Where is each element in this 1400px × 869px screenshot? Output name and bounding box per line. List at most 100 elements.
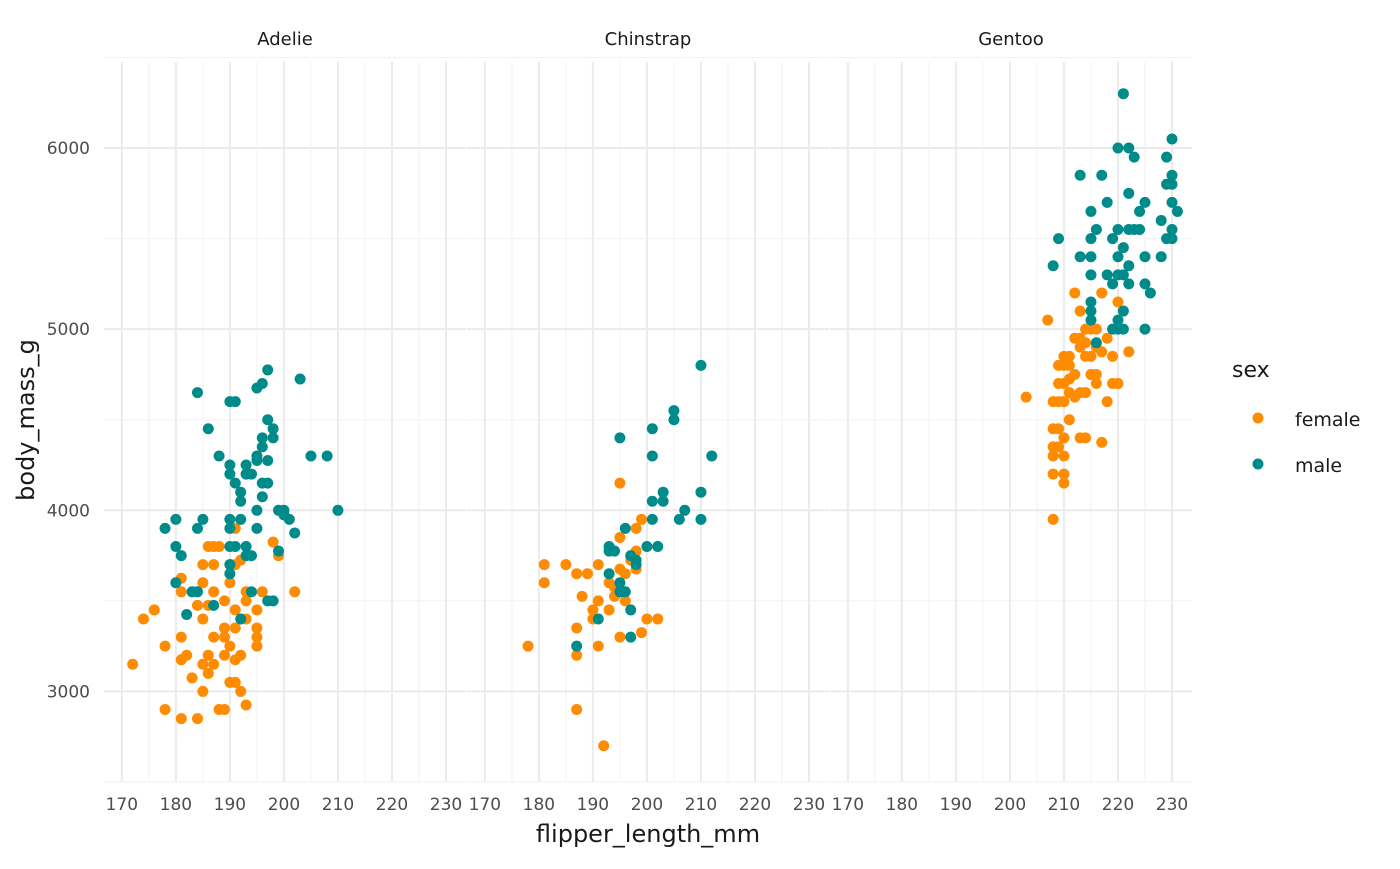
x-tick-label: 200 <box>994 795 1026 815</box>
data-point-female <box>1074 341 1086 353</box>
data-point-female <box>636 627 648 639</box>
data-point-male <box>641 541 653 553</box>
data-point-female <box>1047 513 1059 525</box>
data-point-male <box>175 550 187 562</box>
data-point-female <box>240 595 252 607</box>
x-tick-label: 230 <box>793 795 825 815</box>
data-point-male <box>1123 260 1135 272</box>
data-point-female <box>1101 332 1113 344</box>
data-point-female <box>636 513 648 525</box>
data-point-female <box>598 740 610 752</box>
data-point-male <box>159 522 171 534</box>
x-tick-label: 230 <box>430 795 462 815</box>
data-point-male <box>652 541 664 553</box>
data-point-male <box>673 513 685 525</box>
data-point-male <box>224 559 236 571</box>
data-point-male <box>646 450 658 462</box>
data-point-male <box>262 454 274 466</box>
data-point-female <box>229 604 241 616</box>
data-point-female <box>538 559 550 571</box>
data-point-female <box>197 685 209 697</box>
data-point-female <box>224 640 236 652</box>
data-point-female <box>137 613 149 625</box>
facet-panel-adelie: Adelie 170 180 190 200 210 220 230 <box>104 29 466 815</box>
data-point-male <box>668 414 680 426</box>
data-point-female <box>1096 287 1108 299</box>
data-point-female <box>592 559 604 571</box>
data-point-male <box>695 486 707 498</box>
data-point-male <box>289 527 301 539</box>
data-point-female <box>538 577 550 589</box>
data-point-male <box>657 495 669 507</box>
data-point-female <box>619 568 631 580</box>
facet-strip-title: Adelie <box>257 29 313 50</box>
y-axis-label: body_mass_g <box>12 339 40 501</box>
data-point-male <box>1161 178 1173 190</box>
data-point-female <box>202 667 214 679</box>
data-point-male <box>1107 233 1119 245</box>
x-tick-label: 180 <box>160 795 192 815</box>
data-point-male <box>251 504 263 516</box>
data-point-male <box>1085 305 1097 317</box>
x-tick-label: 170 <box>469 795 501 815</box>
data-point-male <box>202 423 214 435</box>
data-point-male <box>1074 169 1086 181</box>
x-tick-label: 190 <box>577 795 609 815</box>
data-point-female <box>1069 287 1081 299</box>
data-point-female <box>1063 414 1075 426</box>
data-point-female <box>218 631 230 643</box>
data-point-male <box>170 541 182 553</box>
legend-key-male <box>1252 458 1264 470</box>
data-point-female <box>224 577 236 589</box>
data-point-male <box>1166 196 1178 208</box>
data-point-male <box>224 522 236 534</box>
data-point-female <box>1074 305 1086 317</box>
data-point-male <box>235 513 247 525</box>
data-point-male <box>224 513 236 525</box>
data-point-female <box>175 631 187 643</box>
data-point-male <box>256 378 268 390</box>
data-point-female <box>1112 378 1124 390</box>
data-point-female <box>560 559 572 571</box>
data-point-male <box>1123 187 1135 199</box>
data-point-male <box>571 640 583 652</box>
data-point-male <box>191 387 203 399</box>
data-point-female <box>148 604 160 616</box>
data-point-female <box>576 590 588 602</box>
data-point-male <box>170 513 182 525</box>
data-point-male <box>1090 224 1102 236</box>
data-point-male <box>592 613 604 625</box>
facet-panel-chinstrap: Chinstrap 170 180 190 200 210 220 230 <box>467 29 829 815</box>
data-point-male <box>1047 260 1059 272</box>
x-tick-label: 170 <box>832 795 864 815</box>
data-point-female <box>1123 346 1135 358</box>
data-point-female <box>251 631 263 643</box>
data-point-female <box>175 713 187 725</box>
data-point-male <box>1155 214 1167 226</box>
data-point-female <box>229 676 241 688</box>
data-point-male <box>321 450 333 462</box>
data-point-male <box>1117 323 1129 335</box>
data-point-female <box>175 586 187 598</box>
data-point-male <box>229 477 241 489</box>
data-point-male <box>283 513 295 525</box>
data-point-female <box>202 649 214 661</box>
data-point-female <box>1058 378 1070 390</box>
data-point-female <box>522 640 534 652</box>
data-point-male <box>1090 337 1102 349</box>
x-tick-label: 190 <box>940 795 972 815</box>
x-tick-label: 220 <box>376 795 408 815</box>
x-tick-label: 220 <box>1102 795 1134 815</box>
data-point-male <box>246 550 258 562</box>
facet-strip-title: Gentoo <box>978 29 1044 50</box>
data-point-male <box>224 468 236 480</box>
data-point-male <box>1166 224 1178 236</box>
x-tick-label: 180 <box>523 795 555 815</box>
data-point-male <box>1128 151 1140 163</box>
data-point-male <box>273 504 285 516</box>
data-point-male <box>1074 251 1086 263</box>
series-male <box>571 359 718 652</box>
data-point-male <box>251 454 263 466</box>
data-point-female <box>571 622 583 634</box>
x-axis-label: flipper_length_mm <box>536 820 760 848</box>
